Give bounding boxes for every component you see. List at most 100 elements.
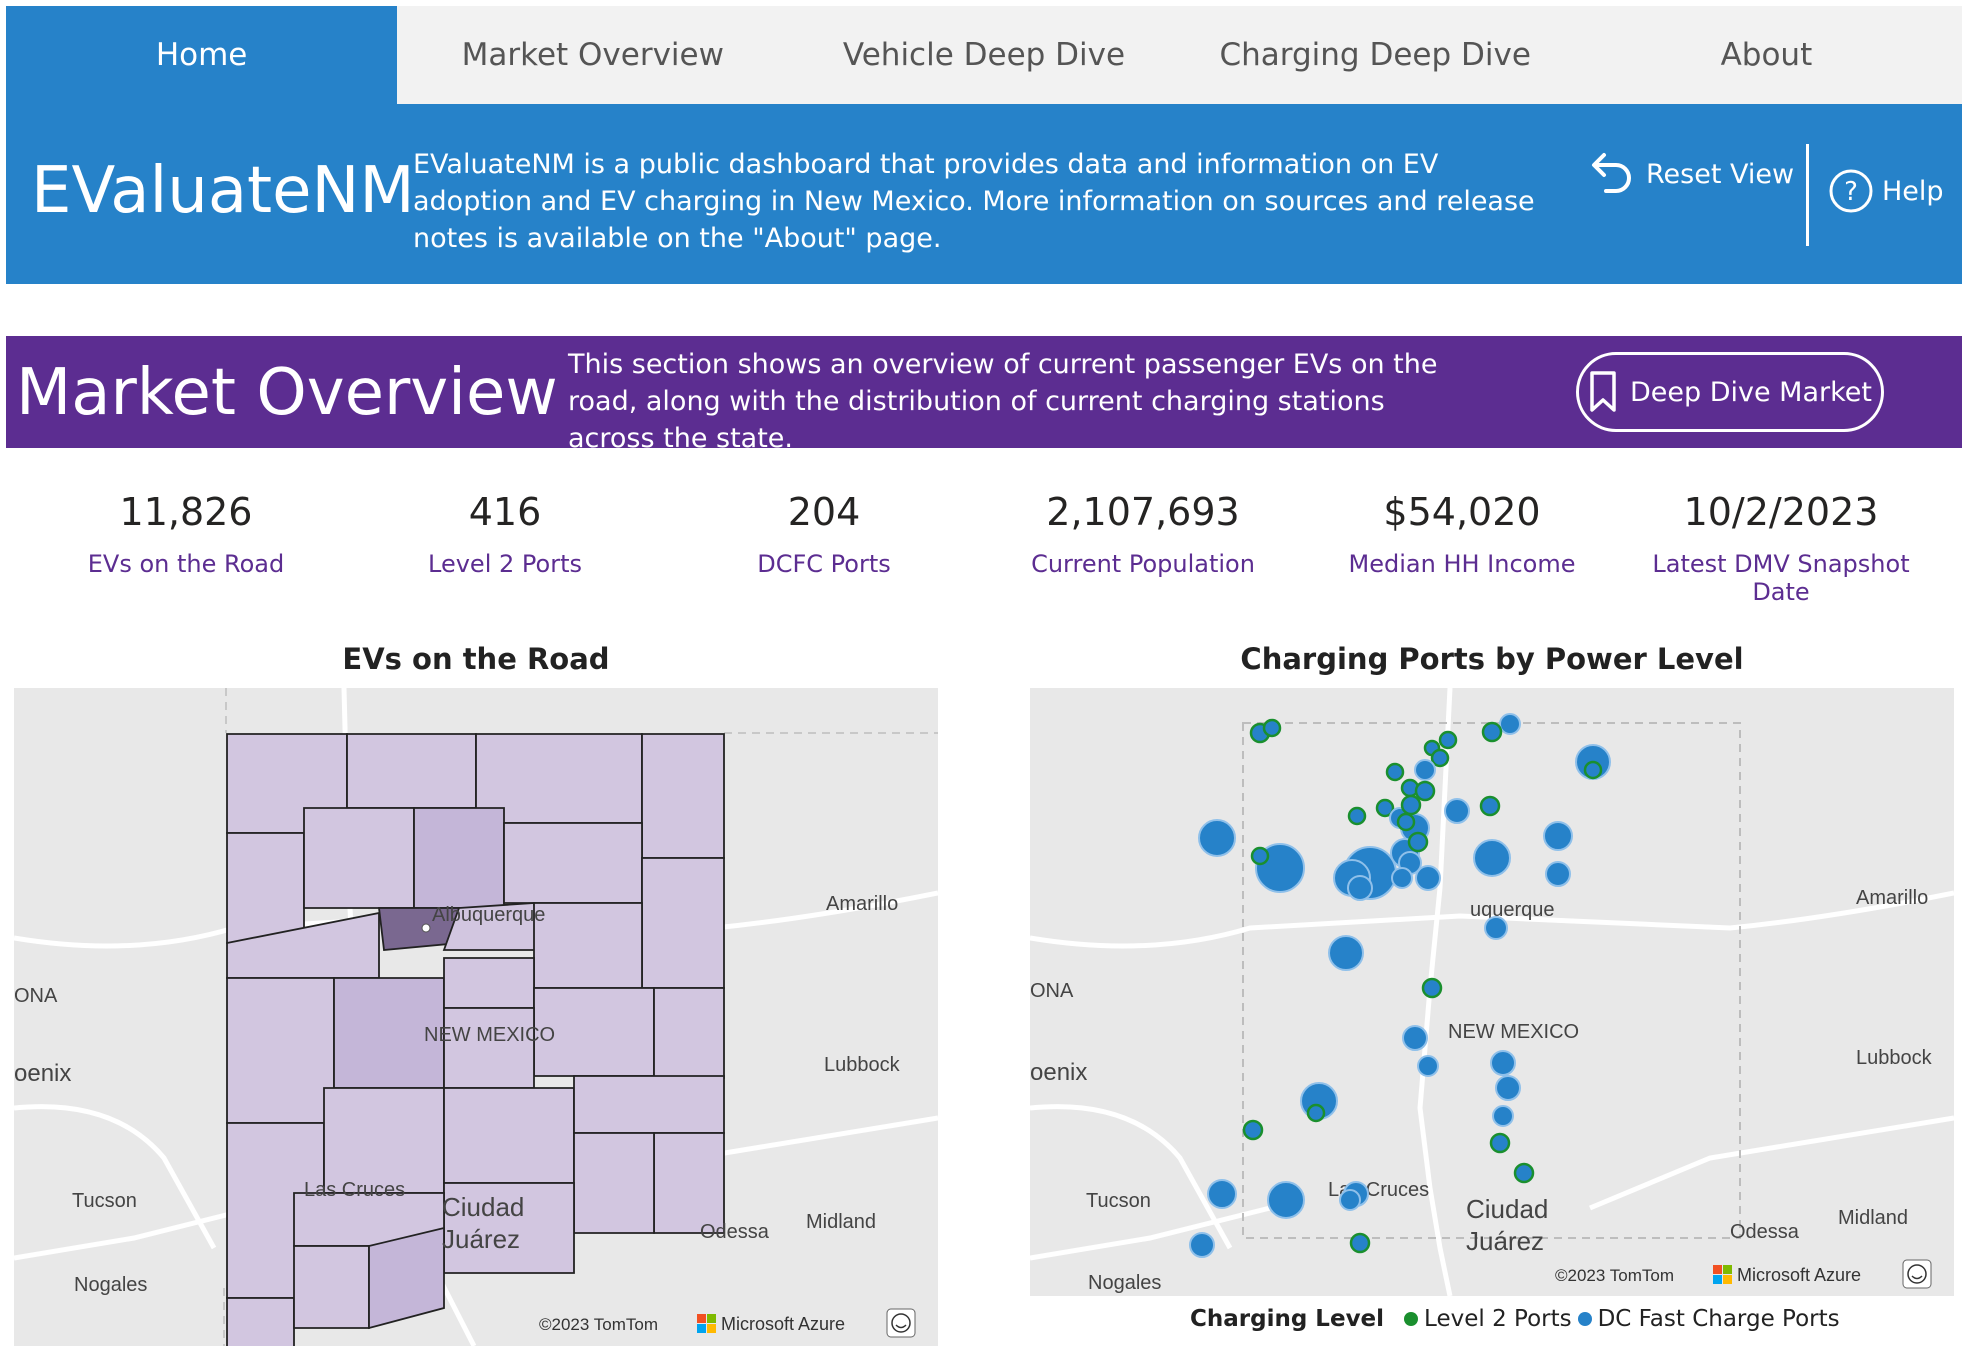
charging-level-legend: Charging Level Level 2 Ports DC Fast Cha… bbox=[1190, 1306, 1840, 1332]
charging-port-marker[interactable] bbox=[1339, 1189, 1361, 1211]
county bbox=[323, 1087, 445, 1194]
charging-port-marker[interactable] bbox=[1417, 1055, 1439, 1077]
charging-port-marker[interactable] bbox=[1444, 798, 1470, 824]
help-icon: ? bbox=[1829, 169, 1873, 213]
charging-port-marker[interactable] bbox=[1250, 846, 1270, 866]
label-midland: Midland bbox=[1838, 1207, 1908, 1229]
label-ciudad: Ciudad bbox=[1466, 1194, 1548, 1224]
evs-choropleth-map[interactable]: Albuquerque NEW MEXICO Las Cruces Ciudad… bbox=[14, 688, 938, 1346]
charging-port-marker[interactable] bbox=[1407, 831, 1429, 853]
charging-port-marker[interactable] bbox=[1189, 1232, 1215, 1258]
evs-map-title: EVs on the Road bbox=[342, 642, 610, 676]
label-new-mexico: NEW MEXICO bbox=[1448, 1021, 1579, 1043]
charging-port-marker[interactable] bbox=[1391, 867, 1413, 889]
charging-port-marker[interactable] bbox=[1545, 861, 1571, 887]
tab-vehicle-deep-dive[interactable]: Vehicle Deep Dive bbox=[842, 37, 1126, 73]
charging-port-marker[interactable] bbox=[1499, 713, 1521, 735]
reset-view-label: Reset View bbox=[1646, 158, 1795, 190]
county-polygons bbox=[226, 733, 725, 1346]
label-lubbock: Lubbock bbox=[824, 1054, 901, 1076]
app-description: EValuateNM is a public dashboard that pr… bbox=[413, 149, 1535, 254]
charging-port-marker[interactable] bbox=[1543, 821, 1573, 851]
charging-port-marker[interactable] bbox=[1430, 748, 1450, 768]
charging-port-marker[interactable] bbox=[1513, 1162, 1535, 1184]
charging-port-marker[interactable] bbox=[1207, 1179, 1237, 1209]
evs-map-canvas: Albuquerque NEW MEXICO Las Cruces Ciudad… bbox=[14, 688, 938, 1346]
albuquerque-marker bbox=[421, 923, 431, 933]
legend-item-dcfc[interactable]: DC Fast Charge Ports bbox=[1597, 1306, 1840, 1332]
county bbox=[443, 1087, 575, 1184]
legend-item-level2[interactable]: Level 2 Ports bbox=[1424, 1306, 1572, 1332]
charging-port-marker[interactable] bbox=[1481, 721, 1503, 743]
tab-home[interactable]: Home bbox=[6, 6, 398, 104]
charging-port-marker[interactable] bbox=[1438, 730, 1458, 750]
charging-port-marker[interactable] bbox=[1242, 1119, 1264, 1141]
charging-port-marker[interactable] bbox=[1583, 760, 1603, 780]
label-oenix: oenix bbox=[1030, 1059, 1087, 1086]
charging-port-marker[interactable] bbox=[1415, 865, 1441, 891]
deep-dive-market-button[interactable]: Deep Dive Market bbox=[1576, 352, 1884, 432]
help-button[interactable]: ? Help bbox=[1828, 168, 1944, 214]
kpi-current-population: 2,107,693 Current Population bbox=[984, 490, 1302, 578]
charging-port-marker[interactable] bbox=[1267, 1181, 1305, 1219]
charging-ports-map[interactable]: uquerque NEW MEXICO Las Cruces Ciudad Ju… bbox=[1030, 688, 1954, 1296]
charging-port-marker[interactable] bbox=[1479, 795, 1501, 817]
header-divider bbox=[1806, 144, 1809, 246]
county bbox=[533, 902, 643, 989]
charging-port-marker[interactable] bbox=[1198, 819, 1236, 857]
reset-view-button[interactable]: Reset View bbox=[1586, 144, 1794, 204]
bookmark-icon bbox=[1590, 371, 1616, 412]
tab-market-overview[interactable]: Market Overview bbox=[461, 37, 724, 73]
label-lubbock: Lubbock bbox=[1856, 1047, 1933, 1069]
charging-port-marker[interactable] bbox=[1375, 798, 1395, 818]
county bbox=[503, 822, 643, 904]
charging-port-marker[interactable] bbox=[1400, 794, 1422, 816]
charging-port-marker[interactable] bbox=[1473, 839, 1511, 877]
charging-port-marker[interactable] bbox=[1396, 812, 1416, 832]
charging-port-marker[interactable] bbox=[1484, 916, 1508, 940]
county bbox=[226, 977, 335, 1124]
charging-port-marker[interactable] bbox=[1306, 1103, 1326, 1123]
tab-charging-deep-dive[interactable]: Charging Deep Dive bbox=[1219, 37, 1531, 73]
county bbox=[226, 1297, 295, 1346]
help-label: Help bbox=[1882, 175, 1944, 207]
county bbox=[346, 733, 477, 809]
charging-port-marker[interactable] bbox=[1262, 718, 1282, 738]
header-banner: EValuateNM EValuateNM is a public dashbo… bbox=[6, 104, 1962, 284]
charging-port-marker[interactable] bbox=[1414, 759, 1436, 781]
charging-port-marker[interactable] bbox=[1347, 806, 1367, 826]
county bbox=[293, 1245, 370, 1329]
charging-port-marker[interactable] bbox=[1490, 1050, 1516, 1076]
road-network bbox=[1030, 688, 1954, 1296]
kpi-label: EVs on the Road bbox=[87, 550, 285, 578]
county bbox=[226, 832, 305, 944]
kpi-evs-on-road: 11,826 EVs on the Road bbox=[27, 490, 345, 578]
label-ona: ONA bbox=[14, 985, 58, 1007]
kpi-value: $54,020 bbox=[1383, 490, 1541, 534]
feedback-smiley-icon[interactable] bbox=[886, 1308, 916, 1338]
charging-port-marker[interactable] bbox=[1402, 1025, 1428, 1051]
charging-port-marker[interactable] bbox=[1421, 977, 1443, 999]
charging-port-marker[interactable] bbox=[1495, 1075, 1521, 1101]
place-labels: Albuquerque NEW MEXICO Las Cruces Ciudad… bbox=[14, 893, 901, 1296]
section-banner: Market Overview This section shows an ov… bbox=[6, 336, 1962, 454]
charging-port-marker[interactable] bbox=[1328, 935, 1364, 971]
county bbox=[413, 807, 505, 909]
charging-port-marker[interactable] bbox=[1489, 1132, 1511, 1154]
label-nogales: Nogales bbox=[74, 1274, 147, 1296]
charging-port-marker[interactable] bbox=[1347, 875, 1373, 901]
ports-map-canvas: uquerque NEW MEXICO Las Cruces Ciudad Ju… bbox=[1030, 688, 1954, 1296]
charging-port-marker[interactable] bbox=[1414, 780, 1436, 802]
county bbox=[303, 807, 415, 909]
kpi-value: 10/2/2023 bbox=[1683, 490, 1879, 534]
label-midland: Midland bbox=[806, 1211, 876, 1233]
tab-about[interactable]: About bbox=[1720, 37, 1813, 73]
map-attribution: ©2023 TomTom bbox=[539, 1315, 658, 1334]
label-ona: ONA bbox=[1030, 980, 1074, 1002]
county bbox=[368, 1226, 445, 1330]
charging-port-marker[interactable] bbox=[1492, 1105, 1514, 1127]
charging-port-marker[interactable] bbox=[1385, 762, 1405, 782]
charging-port-marker[interactable] bbox=[1349, 1232, 1371, 1254]
feedback-smiley-icon[interactable] bbox=[1902, 1259, 1932, 1289]
label-new-mexico: NEW MEXICO bbox=[424, 1024, 555, 1046]
